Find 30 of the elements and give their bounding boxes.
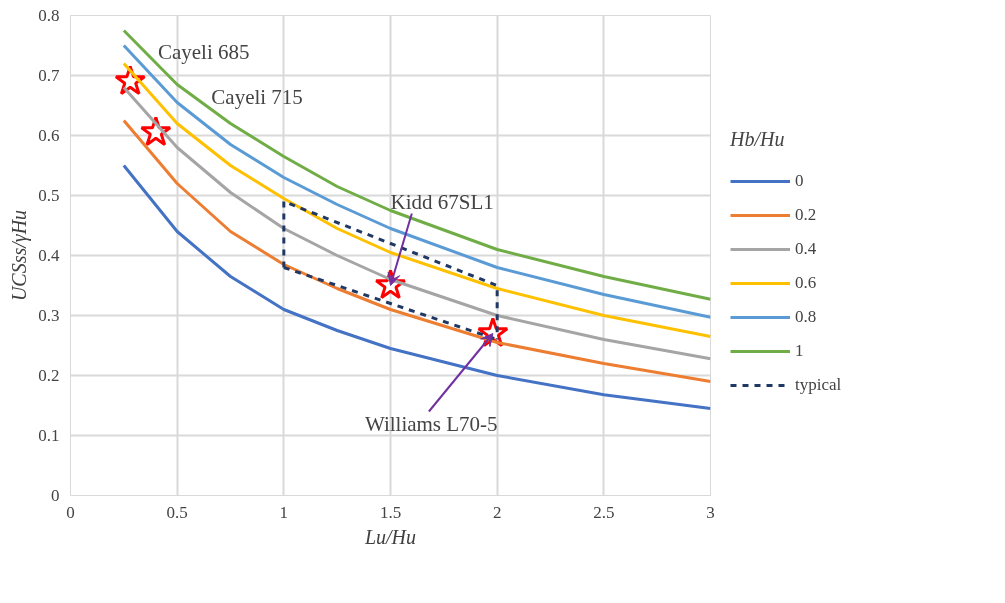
legend-label: 0.4 [795,239,817,259]
y-axis-title: UCSss/γHu [8,209,32,302]
y-tick-label: 0 [51,486,60,505]
x-tick-label: 3 [706,502,715,522]
x-tick-label: 1 [279,502,289,522]
x-tick-label: 0 [66,502,75,522]
y-tick-label: 0.7 [38,66,60,85]
legend-label: 0.6 [795,273,817,293]
annotation: Williams L70-5 [364,411,498,436]
annotation: Cayeli 715 [211,84,303,109]
annotation: Cayeli 685 [157,39,250,64]
y-tick-label: 0.5 [38,186,60,205]
legend-title: Hb/Hu [730,128,786,151]
y-tick-label: 0.4 [38,246,60,265]
x-tick-label: 2 [492,502,502,522]
legend-label: 0 [795,171,805,191]
annotation: Kidd 67SL1 [390,189,494,214]
x-tick-label: 2.5 [593,502,615,522]
legend-label: 0.8 [795,307,817,327]
x-tick-label: 0.5 [166,502,188,522]
x-tick-label: 1.5 [379,502,402,522]
y-tick-label: 0.8 [38,6,60,25]
legend-label: 0.2 [795,205,817,225]
y-tick-label: 0.2 [38,366,60,385]
legend-label: typical [795,375,842,395]
y-tick-label: 0.6 [38,126,60,145]
y-tick-label: 0.1 [38,426,60,445]
legend-label: 1 [795,341,805,361]
x-axis-title: Lu/Hu [363,525,417,548]
y-tick-label: 0.3 [38,306,60,325]
